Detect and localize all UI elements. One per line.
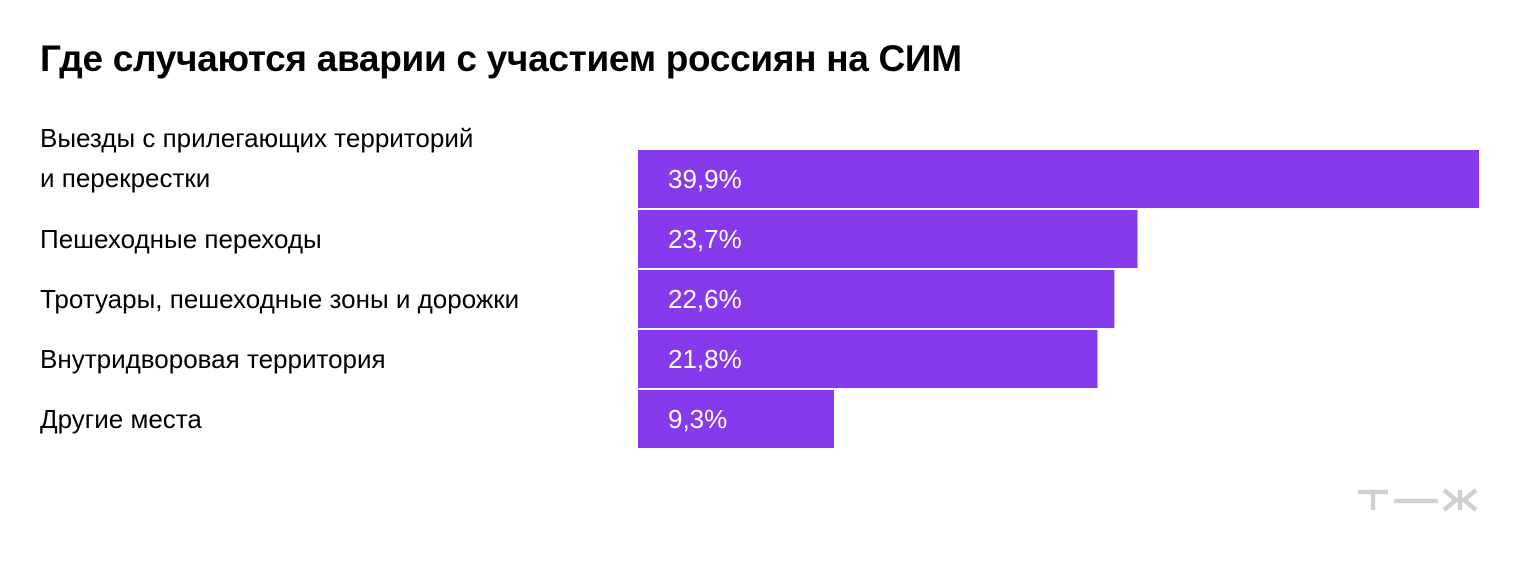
labels-group: 39,9% Выезды с прилегающих территорий и пе… [40,123,742,434]
bar-value-label: 22,6% [668,284,742,314]
category-label: Другие места [40,404,202,434]
bars-group [638,150,1479,448]
category-label: Тротуары, пешеходные зоны и дорожки [40,284,519,314]
bar-value-label: 23,7% [668,224,742,254]
tzh-logo-icon [1358,488,1478,512]
category-label: и перекрестки [40,163,210,193]
bar-value-label: 21,8% [668,344,742,374]
bar-value-label: 9,3% [668,404,727,434]
bar [638,210,1138,268]
bar-value-label: 39,9% [668,164,742,194]
chart-title: Где случаются аварии с участием россиян … [40,38,962,79]
bar [638,390,834,448]
bar [638,150,1479,208]
category-label: Выезды с прилегающих территорий [40,123,473,153]
category-label: Внутридворовая территория [40,344,386,374]
category-label: Пешеходные переходы [40,224,322,254]
bar [638,330,1098,388]
bar [638,270,1115,328]
